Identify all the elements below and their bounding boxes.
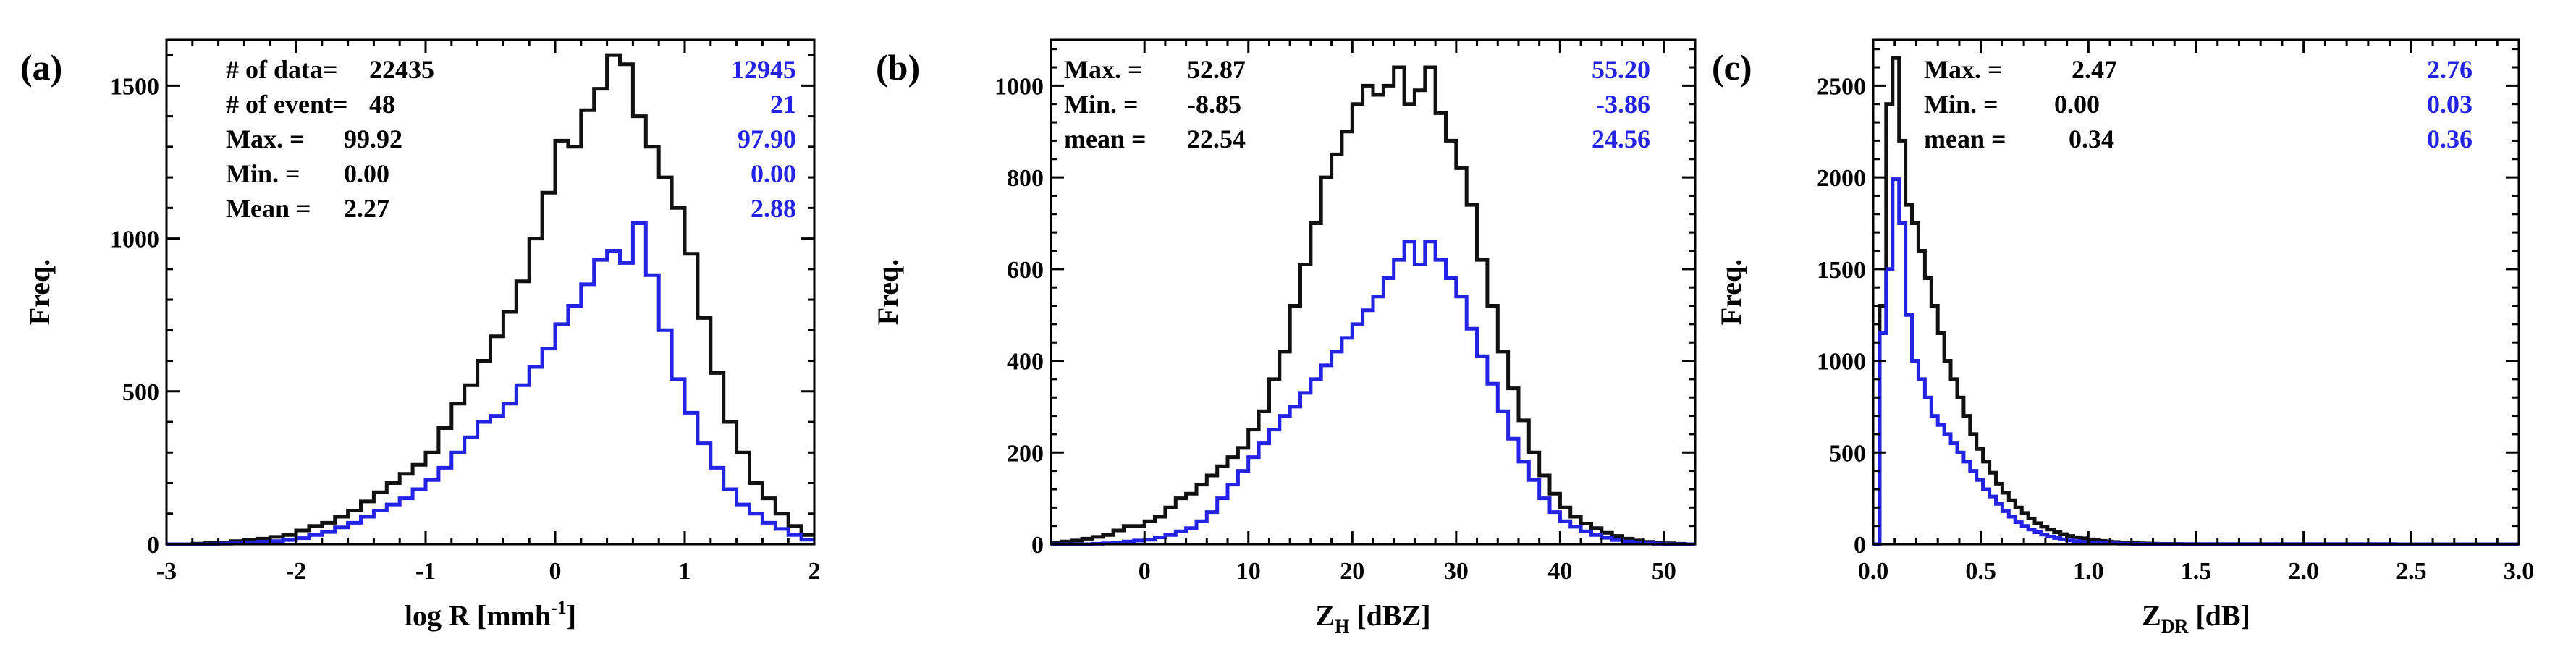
stat-label: Min. = bbox=[1064, 90, 1139, 119]
y-tick-label: 1000 bbox=[110, 227, 159, 253]
stat-label: # of event= bbox=[226, 90, 347, 119]
stat-value: 99.92 bbox=[344, 124, 402, 153]
y-tick-label: 500 bbox=[122, 379, 159, 406]
panel-3: 0.0 0.5 1.0 1.5 2.0 2.5 3.0 0 500 1000 1500 2000 250… bbox=[1712, 38, 2535, 637]
y-tick-label: 800 bbox=[1007, 165, 1044, 192]
x-axis-title-main: log R [mmh bbox=[405, 599, 551, 632]
stat-value: 0.00 bbox=[344, 159, 389, 188]
stat-value: 2.47 bbox=[2072, 55, 2117, 84]
y-axis-title: Freq. bbox=[1715, 259, 1747, 325]
x-axis-title: log R [mmh-1] bbox=[405, 597, 576, 632]
y-tick-label: 600 bbox=[1007, 257, 1044, 284]
stat-label: # of data= bbox=[226, 55, 338, 84]
x-axis-title: ZDR [dB] bbox=[2142, 599, 2250, 637]
stat-value: 0.00 bbox=[2054, 90, 2100, 119]
stat-value: 22.54 bbox=[1187, 124, 1246, 153]
series-blue-line bbox=[1051, 240, 1695, 546]
panel-2: 0 10 20 30 40 50 0 200 400 600 800 1000 ZH [dBZ] Freq… bbox=[871, 38, 1697, 637]
y-tick-label: 2000 bbox=[1817, 165, 1866, 192]
x-tick-label: 3.0 bbox=[2504, 558, 2535, 585]
stat-label: Min. = bbox=[226, 159, 300, 188]
y-tick-label: 400 bbox=[1007, 349, 1044, 376]
y-tick-label: 1500 bbox=[110, 73, 159, 100]
x-tick-label: 10 bbox=[1236, 558, 1261, 585]
stat-value-blue: -3.86 bbox=[1596, 90, 1650, 119]
stat-value: 52.87 bbox=[1187, 55, 1246, 84]
series-black-line bbox=[166, 53, 814, 546]
x-tick-label: 2.5 bbox=[2396, 558, 2427, 585]
stat-value-blue: 0.00 bbox=[751, 159, 796, 188]
x-axis-title-main: Z bbox=[2142, 599, 2161, 632]
y-tick-label: 1000 bbox=[994, 73, 1044, 100]
x-axis-title-end: [dB] bbox=[2188, 599, 2250, 632]
stat-value-blue: 12945 bbox=[731, 55, 796, 84]
x-tick-label: 20 bbox=[1340, 558, 1364, 585]
x-tick-label: 0.0 bbox=[1858, 558, 1889, 585]
stat-value-blue: 97.90 bbox=[738, 124, 796, 153]
stat-label: Max. = bbox=[226, 124, 305, 153]
x-tick-label: 40 bbox=[1547, 558, 1572, 585]
x-tick-label: -3 bbox=[156, 558, 177, 585]
y-tick-label: 0 bbox=[1854, 532, 1866, 559]
stat-value-blue: 2.88 bbox=[751, 194, 796, 223]
stat-value-blue: 24.56 bbox=[1592, 124, 1650, 153]
y-tick-label: 200 bbox=[1007, 440, 1044, 467]
y-tick-label: 1000 bbox=[1817, 349, 1866, 376]
x-axis-title-end: [dBZ] bbox=[1349, 599, 1430, 632]
panel-label: (c) bbox=[1712, 47, 1752, 88]
stat-label: Max. = bbox=[1924, 55, 2003, 84]
stat-value-blue: 2.76 bbox=[2427, 55, 2472, 84]
stat-label: Mean = bbox=[226, 194, 311, 223]
panel-label: (b) bbox=[876, 47, 920, 88]
x-axis-title-main: Z bbox=[1315, 599, 1335, 632]
y-tick-label: 2500 bbox=[1817, 73, 1866, 100]
plot-frame bbox=[165, 38, 816, 546]
x-tick-label: 1.5 bbox=[2181, 558, 2212, 585]
x-tick-label: 0 bbox=[549, 558, 562, 585]
stat-value-blue: 21 bbox=[770, 90, 796, 119]
y-tick-label: 1500 bbox=[1817, 257, 1866, 284]
x-tick-label: 2 bbox=[808, 558, 821, 585]
stat-label: Min. = bbox=[1924, 90, 1998, 119]
stat-value: 22435 bbox=[369, 55, 434, 84]
x-axis-title-end: ] bbox=[567, 599, 576, 632]
panel-label: (a) bbox=[20, 47, 62, 88]
series-black-line bbox=[1051, 65, 1695, 546]
x-tick-label: 1.0 bbox=[2073, 558, 2104, 585]
stat-label: Max. = bbox=[1064, 55, 1143, 84]
y-tick-label: 0 bbox=[1031, 532, 1044, 559]
stat-value: 2.27 bbox=[344, 194, 389, 223]
x-axis-title-sub: H bbox=[1335, 616, 1349, 637]
y-axis-title: Freq. bbox=[23, 259, 56, 325]
stat-value: 0.34 bbox=[2069, 124, 2114, 153]
y-tick-label: 0 bbox=[147, 532, 159, 559]
stat-value: -8.85 bbox=[1187, 90, 1241, 119]
stat-value-blue: 0.03 bbox=[2427, 90, 2472, 119]
x-tick-label: 1 bbox=[679, 558, 691, 585]
stat-value: 48 bbox=[369, 90, 395, 119]
x-tick-label: 2.0 bbox=[2288, 558, 2319, 585]
x-axis-title-sup: -1 bbox=[551, 597, 567, 618]
x-axis-title: ZH [dBZ] bbox=[1315, 599, 1430, 637]
x-tick-label: 0.5 bbox=[1965, 558, 1996, 585]
x-tick-label: -2 bbox=[286, 558, 306, 585]
y-tick-label: 500 bbox=[1829, 440, 1866, 467]
y-axis-title: Freq. bbox=[871, 259, 904, 325]
x-tick-label: -1 bbox=[415, 558, 436, 585]
stat-label: mean = bbox=[1924, 124, 2006, 153]
x-tick-label: 0 bbox=[1139, 558, 1151, 585]
stat-value-blue: 55.20 bbox=[1592, 55, 1650, 84]
stat-label: mean = bbox=[1064, 124, 1146, 153]
stat-value-blue: 0.36 bbox=[2427, 124, 2472, 153]
x-axis-title-sub: DR bbox=[2161, 616, 2189, 637]
x-tick-label: 30 bbox=[1444, 558, 1469, 585]
x-tick-label: 50 bbox=[1652, 558, 1676, 585]
